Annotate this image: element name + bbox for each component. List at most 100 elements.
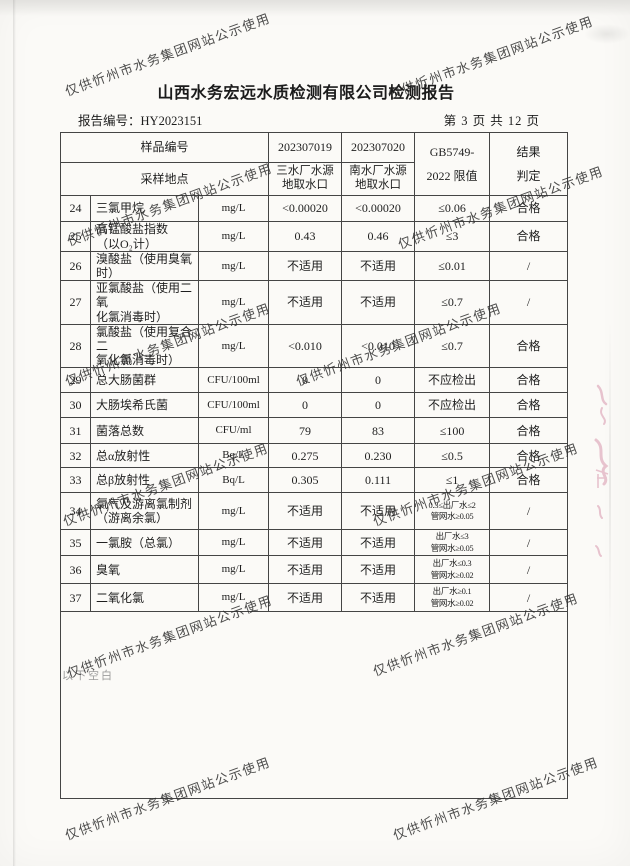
unit: CFU/100ml <box>197 367 270 394</box>
empty-filler-row <box>59 611 569 800</box>
value-sample1: 0.305 <box>268 467 343 494</box>
param-name: 臭氧 <box>90 555 199 585</box>
empty-filler-cell <box>59 611 569 800</box>
table-row: 36 臭氧 mg/L 不适用 不适用 出厂水≤0.3 管网水≥0.02/ <box>60 555 569 585</box>
value-sample1: 不适用 <box>268 529 343 557</box>
scan-left-edge <box>13 0 16 866</box>
limit: 出厂水≥0.1 管网水≥0.02 <box>414 583 491 613</box>
header-sample-no-label: 样品编号 <box>59 132 270 163</box>
param-name: 一氯胺（总氯） <box>90 529 199 557</box>
scan-top-edge <box>0 0 630 16</box>
header-site-label: 采样地点 <box>59 162 270 196</box>
row-no: 36 <box>60 555 91 585</box>
limit: ≤0.7 <box>414 323 491 369</box>
row-no: 30 <box>60 392 91 419</box>
table-row: 33 总β放射性 Bq/L 0.305 0.111 ≤1 合格 <box>60 467 569 494</box>
result: / <box>489 555 569 585</box>
result: / <box>489 583 569 613</box>
header-sample2-number: 202307020 <box>341 132 416 163</box>
header-result-line2: 判定 <box>516 169 541 184</box>
unit: mg/L <box>197 583 270 613</box>
param-name: 溴酸盐（使用臭氧 时） <box>90 250 199 282</box>
limit: 不应检出 <box>414 367 491 394</box>
header-sample2-site: 南水厂水源 地取水口 <box>341 162 416 196</box>
value-sample1: 不适用 <box>268 492 343 531</box>
result: 合格 <box>489 221 569 252</box>
value-sample1: 不适用 <box>268 555 343 585</box>
result: 合格 <box>489 323 569 369</box>
value-sample2: <0.00020 <box>341 195 416 222</box>
header-result-cell: 结果 判定 <box>489 132 569 196</box>
result: 合格 <box>489 443 569 469</box>
limit: 0.3≤出厂水≤2 管网水≥0.05 <box>414 492 491 531</box>
limit: ≤0.06 <box>414 195 491 222</box>
header-sample1-site: 三水厂水源 地取水口 <box>268 162 343 196</box>
header-row-sampling-site: 采样地点 三水厂水源 地取水口 南水厂水源 地取水口 <box>59 162 568 196</box>
value-sample2: <0.010 <box>341 323 416 369</box>
unit: Bq/L <box>197 443 270 469</box>
header-limit-line2: 2022 限值 <box>426 169 478 184</box>
param-name: 大肠埃希氏菌 <box>90 392 199 419</box>
value-sample2: 0.230 <box>341 443 416 469</box>
below-blank-note: 以下空白 <box>62 670 114 682</box>
row-no: 29 <box>60 367 91 394</box>
limit: 出厂水≤3 管网水≥0.05 <box>414 529 491 557</box>
param-name: 高锰酸盐指数 （以O₂计） <box>90 221 199 252</box>
row-no: 28 <box>60 323 91 369</box>
page-title: 山西水务宏远水质检测有限公司检测报告 <box>157 85 455 102</box>
result: / <box>489 492 569 531</box>
result: / <box>489 250 569 282</box>
table-row: 26 溴酸盐（使用臭氧 时） mg/L 不适用 不适用 ≤0.01/ <box>60 250 569 282</box>
value-sample2: 不适用 <box>341 250 416 282</box>
param-name: 二氧化氯 <box>90 583 199 613</box>
value-sample2: 0.46 <box>341 221 416 252</box>
result: 合格 <box>489 367 569 394</box>
param-name: 三氯甲烷 <box>90 195 199 222</box>
water-quality-results-table: 样品编号 202307019 202307020 GB5749- 2022 限值… <box>59 132 569 800</box>
header-limit-line1: GB5749- <box>429 144 475 159</box>
row-no: 34 <box>60 492 91 531</box>
unit: mg/L <box>197 323 270 369</box>
table-row: 29 总大肠菌群 CFU/100ml 0 0 不应检出 合格 <box>60 367 569 394</box>
result: 合格 <box>489 467 569 494</box>
unit: mg/L <box>197 221 270 252</box>
limit: ≤3 <box>414 221 491 252</box>
table-row: 37 二氧化氯 mg/L 不适用 不适用 出厂水≥0.1 管网水≥0.02/ <box>60 583 569 613</box>
limit: 出厂水≤0.3 管网水≥0.02 <box>414 555 491 585</box>
value-sample1: 0.43 <box>268 221 343 252</box>
row-no: 37 <box>60 583 91 613</box>
report-meta-line: 报告编号：HY2023151 第 3 页 共 12 页 <box>78 110 540 128</box>
limit: ≤0.7 <box>414 280 491 325</box>
row-no: 31 <box>60 417 91 445</box>
value-sample1: <0.00020 <box>268 195 343 222</box>
result: / <box>489 529 569 557</box>
value-sample2: 不适用 <box>341 280 416 325</box>
table-row: 35 一氯胺（总氯） mg/L 不适用 不适用 出厂水≤3 管网水≥0.05/ <box>60 529 569 557</box>
table-row: 25 高锰酸盐指数 （以O₂计） mg/L 0.43 0.46 ≤3 合格 <box>60 221 569 252</box>
report-number-label: 报告编号： <box>78 114 141 128</box>
param-name: 氯气及游离氯制剂 （游离余氯） <box>90 492 199 531</box>
table-row: 32 总α放射性 Bq/L 0.275 0.230 ≤0.5 合格 <box>60 443 569 469</box>
result: / <box>489 280 569 325</box>
value-sample2: 0.111 <box>341 467 416 494</box>
limit: ≤0.01 <box>414 250 491 282</box>
value-sample1: 0.275 <box>268 443 343 469</box>
row-no: 27 <box>60 280 91 325</box>
row-no: 25 <box>60 221 91 252</box>
unit: mg/L <box>197 529 270 557</box>
unit: Bq/L <box>197 467 270 494</box>
page-indicator: 第 3 页 共 12 页 <box>443 114 540 128</box>
value-sample1: 0 <box>268 367 343 394</box>
result: 合格 <box>489 417 569 445</box>
value-sample2: 不适用 <box>341 529 416 557</box>
row-no: 32 <box>60 443 91 469</box>
header-row-sample-no: 样品编号 202307019 202307020 GB5749- 2022 限值… <box>59 132 569 196</box>
table-row: 30 大肠埃希氏菌 CFU/100ml 0 0 不应检出 合格 <box>60 392 569 419</box>
unit: CFU/ml <box>197 417 270 445</box>
table-row: 24 三氯甲烷 mg/L <0.00020 <0.00020 ≤0.06 合格 <box>60 195 569 222</box>
value-sample1: 不适用 <box>268 280 343 325</box>
value-sample1: <0.010 <box>268 323 343 369</box>
param-name: 亚氯酸盐（使用二氧 化氯消毒时） <box>90 280 199 325</box>
value-sample1: 79 <box>268 417 343 445</box>
